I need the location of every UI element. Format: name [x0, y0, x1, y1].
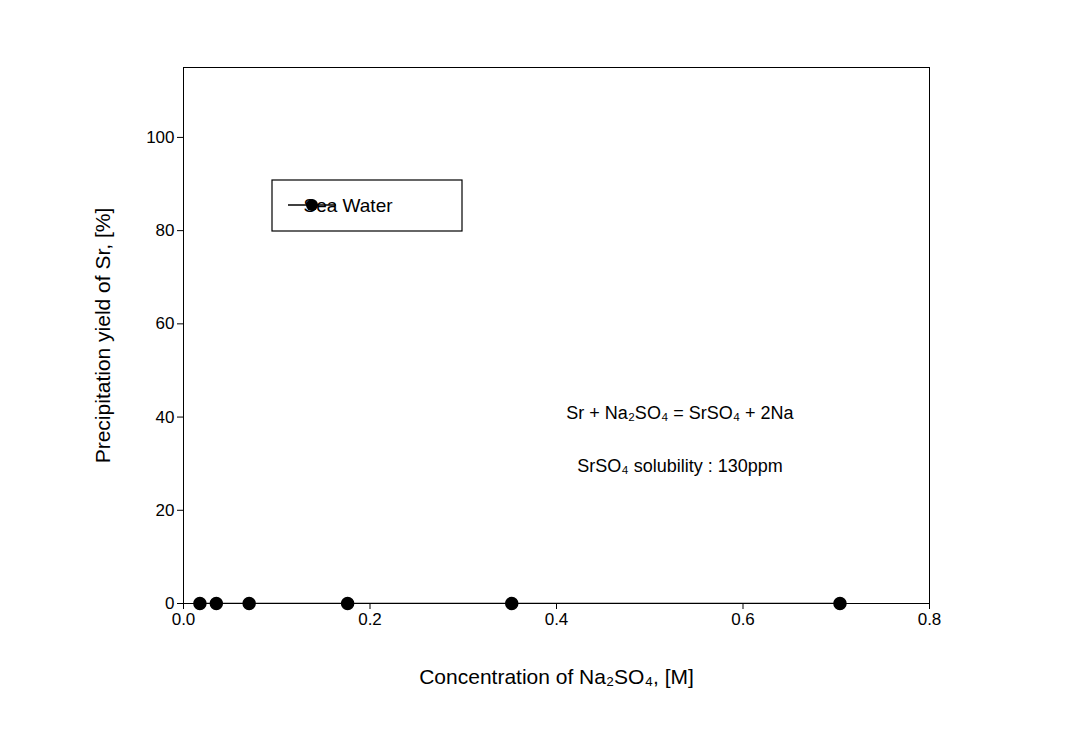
svg-text:0.2: 0.2: [358, 610, 382, 629]
svg-text:20: 20: [156, 501, 175, 520]
svg-text:0: 0: [165, 593, 175, 613]
svg-text:80: 80: [156, 221, 175, 240]
svg-text:0.4: 0.4: [545, 610, 569, 629]
svg-text:40: 40: [156, 408, 175, 427]
svg-text:0.6: 0.6: [731, 610, 755, 629]
svg-text:Sr + Na₂SO₄ = SrSO₄ + 2Na: Sr + Na₂SO₄ = SrSO₄ + 2Na: [566, 403, 794, 423]
svg-text:Sea Water: Sea Water: [303, 195, 393, 216]
svg-text:0.8: 0.8: [918, 610, 942, 629]
svg-text:0.0: 0.0: [172, 610, 196, 629]
svg-text:Precipitation yield of Sr, [%]: Precipitation yield of Sr, [%]: [91, 208, 114, 464]
svg-text:60: 60: [156, 314, 175, 333]
svg-text:SrSO₄ solubility : 130ppm: SrSO₄ solubility : 130ppm: [577, 456, 782, 476]
svg-text:100: 100: [146, 128, 174, 147]
svg-text:Concentration of Na₂SO₄, [M]: Concentration of Na₂SO₄, [M]: [419, 665, 694, 688]
